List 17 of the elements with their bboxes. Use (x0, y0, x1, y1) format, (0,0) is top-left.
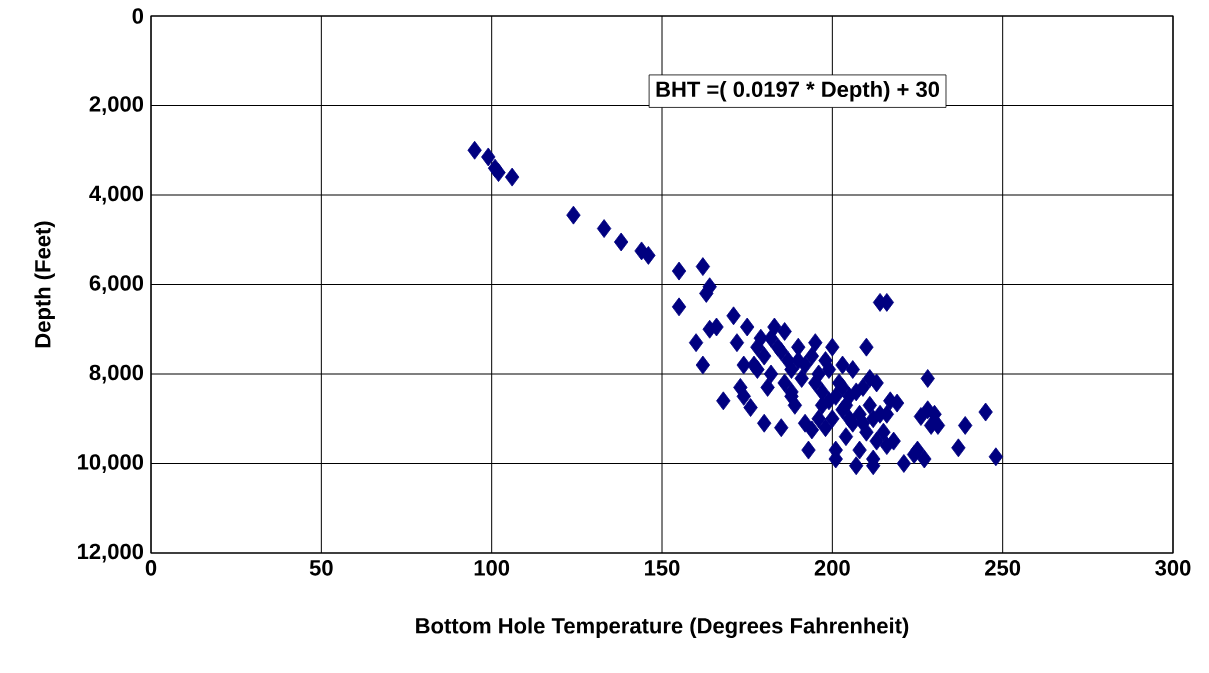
y-tick-label: 8,000 (89, 364, 144, 384)
y-tick-label: 0 (132, 8, 144, 24)
x-tick-label: 250 (985, 560, 1021, 576)
y-tick-label: 10,000 (78, 454, 144, 473)
x-tick-label: 100 (474, 560, 510, 576)
x-tick-label: 300 (1155, 560, 1191, 576)
annotation: BHT =( 0.0197 * Depth) + 30 (656, 80, 940, 102)
y-tick-label: 4,000 (89, 185, 144, 205)
x-tick-label: 0 (145, 560, 157, 576)
x-axis-title: Bottom Hole Temperature (Degrees Fahrenheit) (416, 617, 909, 639)
y-axis-title: Depth (Feet) (34, 221, 55, 348)
y-tick-label: 12,000 (78, 543, 144, 563)
x-tick-label: 50 (309, 560, 333, 576)
x-tick-label: 150 (645, 560, 680, 576)
y-tick-label: 6,000 (89, 275, 144, 294)
y-tick-label: 2,000 (89, 96, 144, 115)
x-tick-label: 200 (814, 560, 850, 576)
